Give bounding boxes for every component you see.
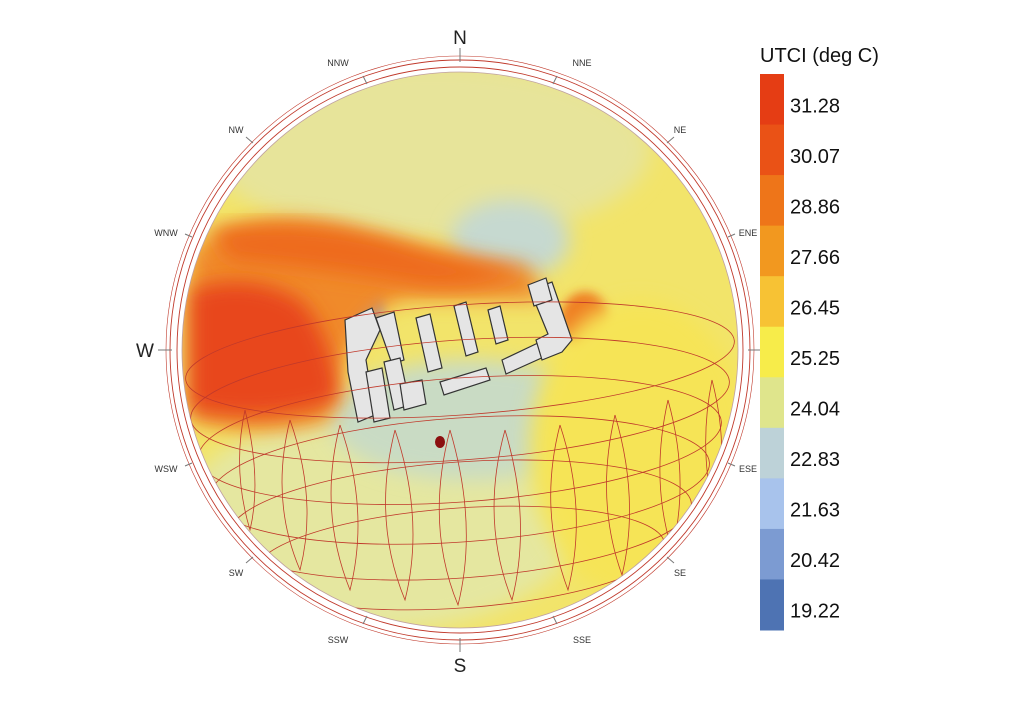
compass-label-ssw: SSW xyxy=(328,635,349,645)
legend-label: 26.45 xyxy=(790,297,840,319)
legend-swatch xyxy=(760,276,784,328)
legend-label: 20.42 xyxy=(790,550,840,572)
compass-label-s: S xyxy=(454,656,467,677)
compass-label-sw: SW xyxy=(229,568,244,578)
building-block xyxy=(487,305,509,345)
legend-label: 19.22 xyxy=(790,601,840,623)
legend-label: 27.66 xyxy=(790,247,840,269)
compass-label-nnw: NNW xyxy=(327,58,349,68)
building-block xyxy=(399,379,427,411)
building-block xyxy=(439,367,491,396)
legend-swatch xyxy=(760,124,784,176)
compass-label-se: SE xyxy=(674,568,686,578)
legend-label: 30.07 xyxy=(790,146,840,168)
compass-label-nw: NW xyxy=(229,125,244,135)
compass-ticks xyxy=(158,48,762,652)
legend-swatch xyxy=(760,377,784,429)
legend-swatch xyxy=(760,225,784,277)
building-footprints xyxy=(344,277,573,423)
building-block xyxy=(415,313,443,373)
legend-swatch xyxy=(760,175,784,227)
legend-label: 24.04 xyxy=(790,399,840,421)
legend-swatch xyxy=(760,579,784,631)
compass-label-ene: ENE xyxy=(739,228,758,238)
compass-label-nne: NNE xyxy=(572,58,591,68)
legend-value-labels: 31.28 30.07 28.86 27.66 26.45 25.25 24.04 22.83… xyxy=(790,95,840,622)
utci-heatmap-sphere xyxy=(181,71,739,629)
legend-swatch xyxy=(760,528,784,580)
compass-label-sse: SSE xyxy=(573,635,591,645)
building-block xyxy=(527,277,553,307)
legend-title: UTCI (deg C) xyxy=(760,45,879,67)
legend-swatch xyxy=(760,478,784,530)
utci-legend: UTCI (deg C) 31.28 30.07 28.86 27.66 26.45 25… xyxy=(760,45,879,631)
compass-label-w: W xyxy=(136,341,154,362)
legend-swatch xyxy=(760,326,784,378)
legend-swatch xyxy=(760,74,784,126)
legend-swatch xyxy=(760,427,784,479)
legend-label: 28.86 xyxy=(790,196,840,218)
legend-label: 21.63 xyxy=(790,500,840,522)
legend-label: 25.25 xyxy=(790,348,840,370)
legend-label: 22.83 xyxy=(790,449,840,471)
compass-label-n: N xyxy=(453,28,467,49)
compass-labels: N W S NNW NNE NW NE WNW ENE WSW ESE SW S… xyxy=(136,28,757,677)
building-block xyxy=(375,311,405,365)
sun-position-marker xyxy=(435,436,445,448)
compass-label-wsw: WSW xyxy=(155,464,178,474)
compass-label-ne: NE xyxy=(674,125,687,135)
legend-color-scale xyxy=(760,74,784,631)
compass-label-wnw: WNW xyxy=(154,228,178,238)
compass-label-ese: ESE xyxy=(739,464,757,474)
legend-label: 31.28 xyxy=(790,95,840,117)
